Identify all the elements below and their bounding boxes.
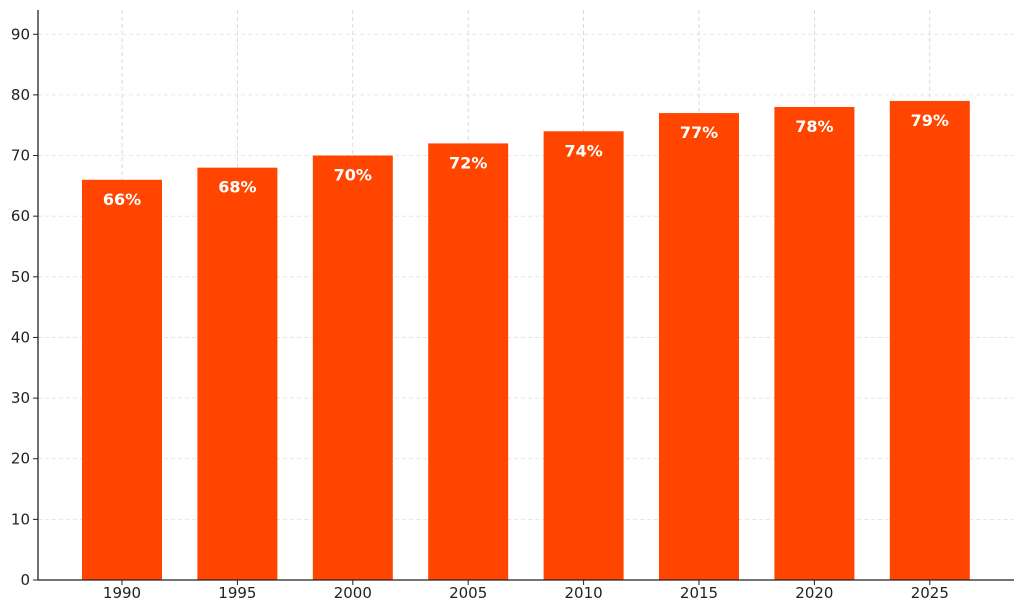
bar-data-label: 68% — [218, 178, 256, 197]
x-tick-label: 1995 — [218, 584, 256, 602]
y-tick-label: 50 — [11, 268, 30, 286]
bar-data-label: 78% — [795, 117, 833, 136]
bar — [774, 107, 855, 581]
bar — [659, 113, 739, 580]
bar-data-label: 77% — [680, 123, 718, 142]
bar-data-label: 66% — [103, 190, 141, 209]
y-tick-label: 30 — [11, 389, 30, 407]
bar — [428, 143, 509, 581]
x-tick-label: 2025 — [911, 584, 949, 602]
y-tick-label: 40 — [11, 328, 30, 346]
x-tick-label: 1990 — [103, 584, 141, 602]
bars-layer — [82, 100, 970, 581]
y-tick-label: 60 — [11, 207, 30, 225]
grid-layer — [38, 10, 1014, 580]
bar-data-label: 79% — [911, 111, 949, 130]
y-tick-label: 80 — [11, 86, 30, 104]
x-tick-label: 2000 — [334, 584, 372, 602]
y-tick-label: 20 — [11, 450, 30, 468]
x-tick-label: 2010 — [565, 584, 603, 602]
bar — [312, 155, 393, 580]
y-tick-label: 70 — [11, 147, 30, 165]
x-tick-label: 2005 — [449, 584, 487, 602]
bar — [82, 179, 162, 580]
bar-data-label: 70% — [334, 166, 372, 185]
y-tick-label: 90 — [11, 25, 30, 43]
bar — [889, 100, 970, 580]
labels-layer: 0 10 20 30 40 50 60 70 80 90 1990 1995 2000 2005 2010 2… — [11, 25, 949, 602]
y-tick-label: 10 — [11, 510, 30, 528]
bar-data-label: 72% — [449, 153, 487, 172]
bar-data-label: 74% — [564, 141, 602, 160]
bar — [197, 167, 278, 580]
y-tick-label: 0 — [20, 571, 30, 589]
bar — [543, 131, 624, 580]
axes-layer — [33, 10, 1014, 585]
x-tick-label: 2015 — [680, 584, 718, 602]
x-tick-label: 2020 — [795, 584, 833, 602]
